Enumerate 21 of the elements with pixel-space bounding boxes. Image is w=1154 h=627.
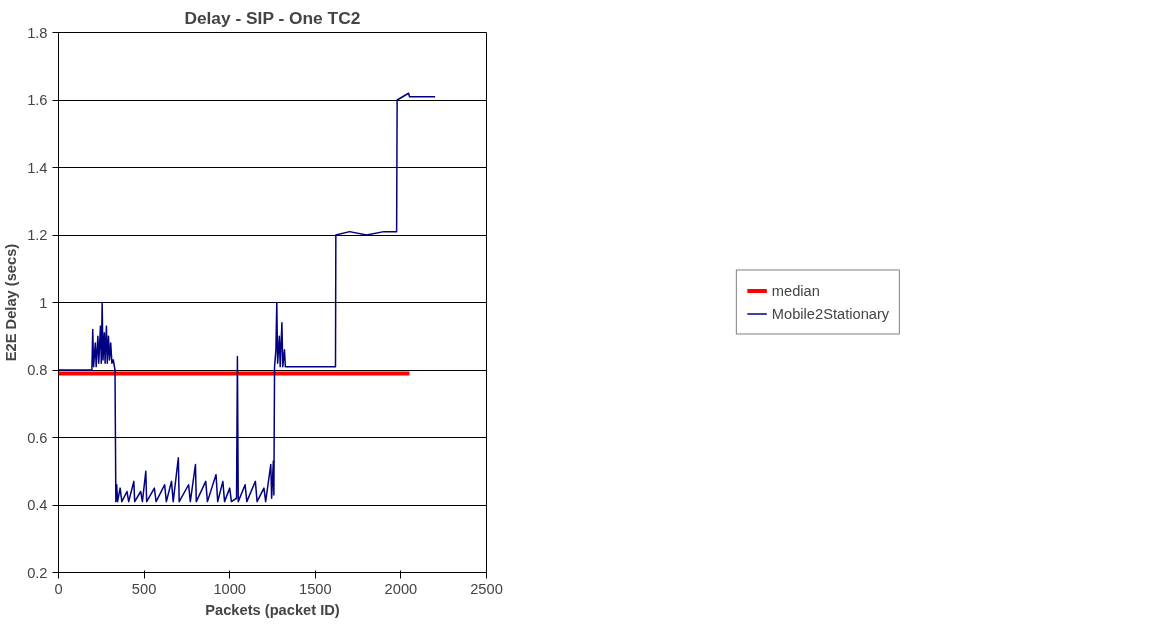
y-tick-label: 1.2 [27,227,48,243]
y-tick-label: 1.8 [27,24,48,41]
y-axis-title: E2E Delay (secs) [3,243,20,362]
x-tick-label: 1000 [213,580,247,597]
y-tick-label: 1 [39,294,48,311]
chart-title: Delay - SIP - One TC2 [184,7,361,28]
x-tick-label: 0 [54,580,63,597]
x-tick-label: 2500 [470,580,503,597]
x-axis-title: Packets (packet ID) [205,601,340,618]
y-tick-label: 0.4 [27,497,48,513]
x-tick-label: 2000 [384,580,418,597]
x-tick-label: 1500 [299,580,332,597]
legend-label: median [771,282,820,299]
x-tick-label: 500 [131,580,157,597]
line-series [58,92,436,503]
y-tick-label: 1.4 [27,159,48,176]
y-tick-label: 0.2 [27,564,48,581]
legend-label: Mobile2Stationary [771,305,890,322]
y-tick-label: 1.6 [27,92,48,108]
y-tick-label: 0.8 [27,362,48,378]
y-tick-label: 0.6 [27,429,48,446]
